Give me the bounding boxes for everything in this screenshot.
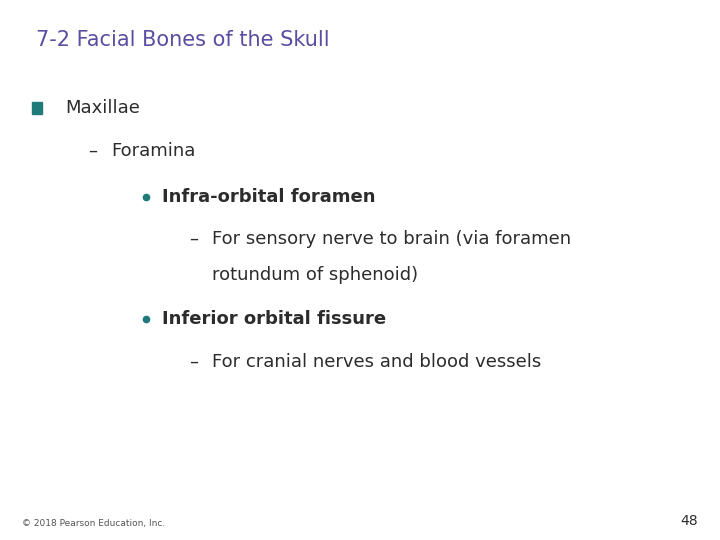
Text: Maxillae: Maxillae (65, 99, 140, 117)
Text: –: – (189, 353, 199, 371)
Text: Inferior orbital fissure: Inferior orbital fissure (162, 309, 386, 328)
Text: For sensory nerve to brain (via foramen: For sensory nerve to brain (via foramen (212, 230, 572, 248)
Text: rotundum of sphenoid): rotundum of sphenoid) (212, 266, 418, 285)
Bar (32, 102, 42, 114)
Text: For cranial nerves and blood vessels: For cranial nerves and blood vessels (212, 353, 541, 371)
Text: Foramina: Foramina (112, 142, 196, 160)
Text: –: – (189, 230, 199, 248)
Text: Infra-orbital foramen: Infra-orbital foramen (162, 188, 376, 206)
Text: © 2018 Pearson Education, Inc.: © 2018 Pearson Education, Inc. (22, 519, 165, 528)
Text: 7-2 Facial Bones of the Skull: 7-2 Facial Bones of the Skull (36, 30, 330, 50)
Text: –: – (89, 142, 98, 160)
Text: 48: 48 (681, 514, 698, 528)
